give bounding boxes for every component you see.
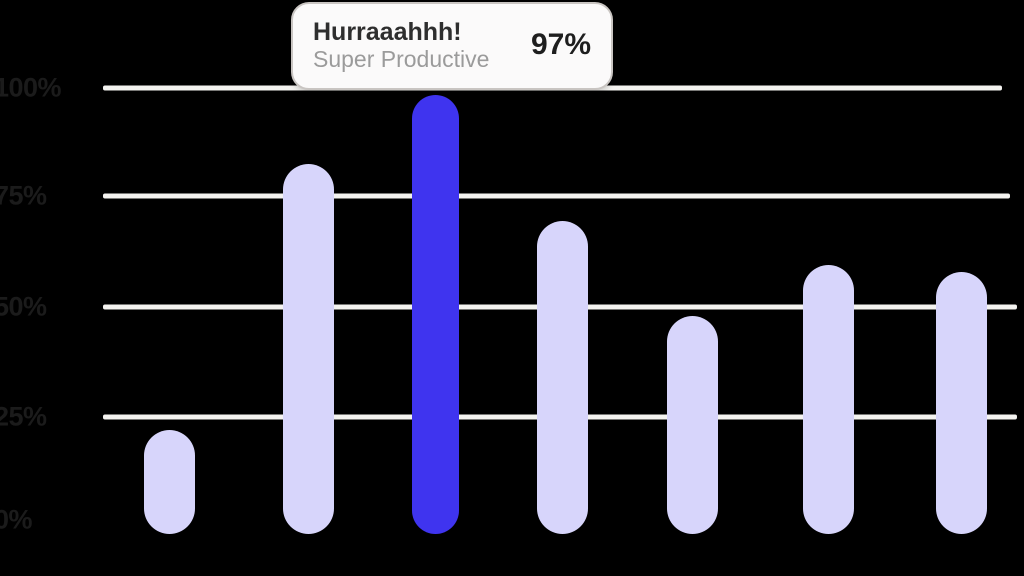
tooltip-callout[interactable]: Hurraaahhh! Super Productive 97% bbox=[291, 2, 613, 90]
bar-6[interactable] bbox=[803, 265, 854, 534]
bar-2[interactable] bbox=[283, 164, 334, 534]
bar-3[interactable] bbox=[412, 95, 459, 534]
tooltip-subtitle: Super Productive bbox=[313, 45, 490, 72]
bar-1[interactable] bbox=[144, 430, 195, 534]
bar-5[interactable] bbox=[667, 316, 718, 534]
bar-4[interactable] bbox=[537, 221, 588, 534]
tooltip-value: 97% bbox=[530, 28, 591, 61]
tooltip-text-group: Hurraaahhh! Super Productive bbox=[313, 18, 513, 72]
bar-7[interactable] bbox=[936, 272, 987, 534]
tooltip-title: Hurraaahhh! bbox=[313, 17, 462, 46]
